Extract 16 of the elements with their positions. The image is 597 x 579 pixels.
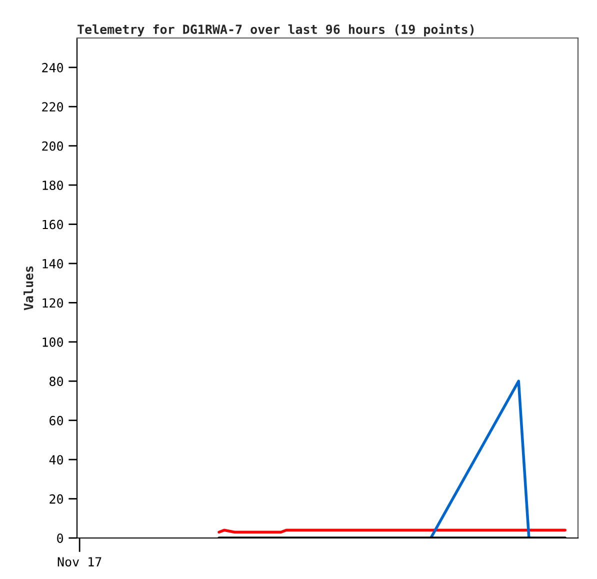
- y-tick-label: 20: [50, 494, 63, 504]
- y-tick-label: 160: [42, 220, 63, 230]
- y-tick-label: 200: [42, 141, 63, 151]
- y-tick-label: 40: [49, 455, 63, 465]
- y-tick-label: 180: [42, 180, 63, 190]
- y-tick-label: 80: [50, 376, 63, 386]
- y-tick-label: 60: [50, 416, 63, 426]
- y-tick-label: 140: [42, 258, 63, 268]
- y-tick-label: 220: [42, 102, 63, 112]
- y-axis-title: Values: [24, 266, 34, 310]
- y-tick-label: 120: [42, 298, 63, 308]
- y-tick-label: 240: [42, 62, 63, 72]
- y-tick-label: 0: [57, 534, 63, 543]
- y-tick-label: 100: [42, 337, 63, 347]
- chart-title: Telemetry for DG1RWA-7 over last 96 hours (19 points): [78, 24, 474, 36]
- x-tick-label: Nov 17: [58, 557, 102, 566]
